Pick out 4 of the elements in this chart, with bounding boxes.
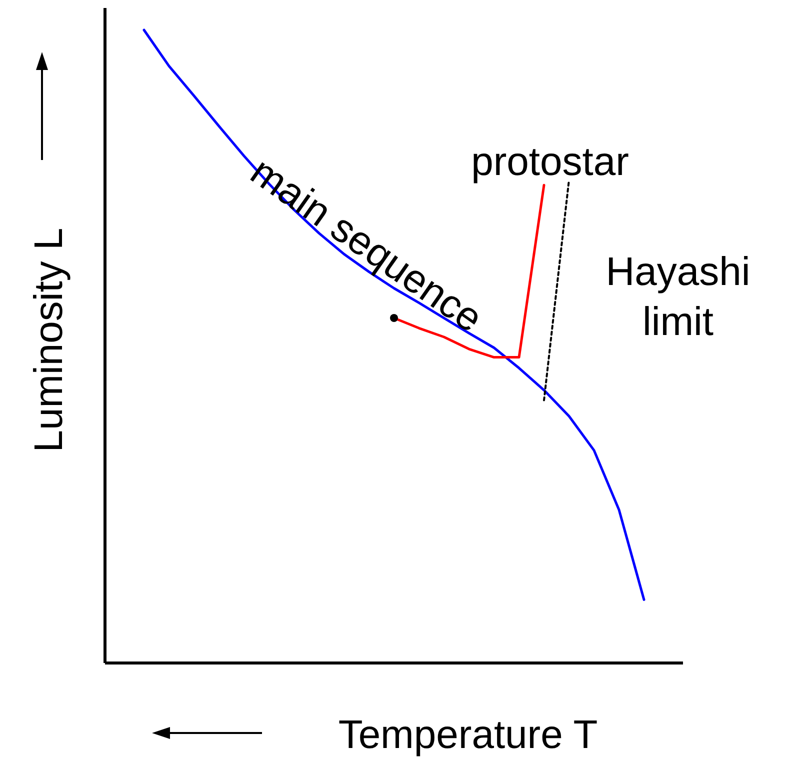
series-label: Hayashi limit bbox=[606, 250, 750, 344]
x-axis-title: Temperature T bbox=[338, 713, 598, 757]
series-label: protostar bbox=[471, 140, 629, 184]
y-axis-title: Luminosity L bbox=[27, 228, 71, 452]
